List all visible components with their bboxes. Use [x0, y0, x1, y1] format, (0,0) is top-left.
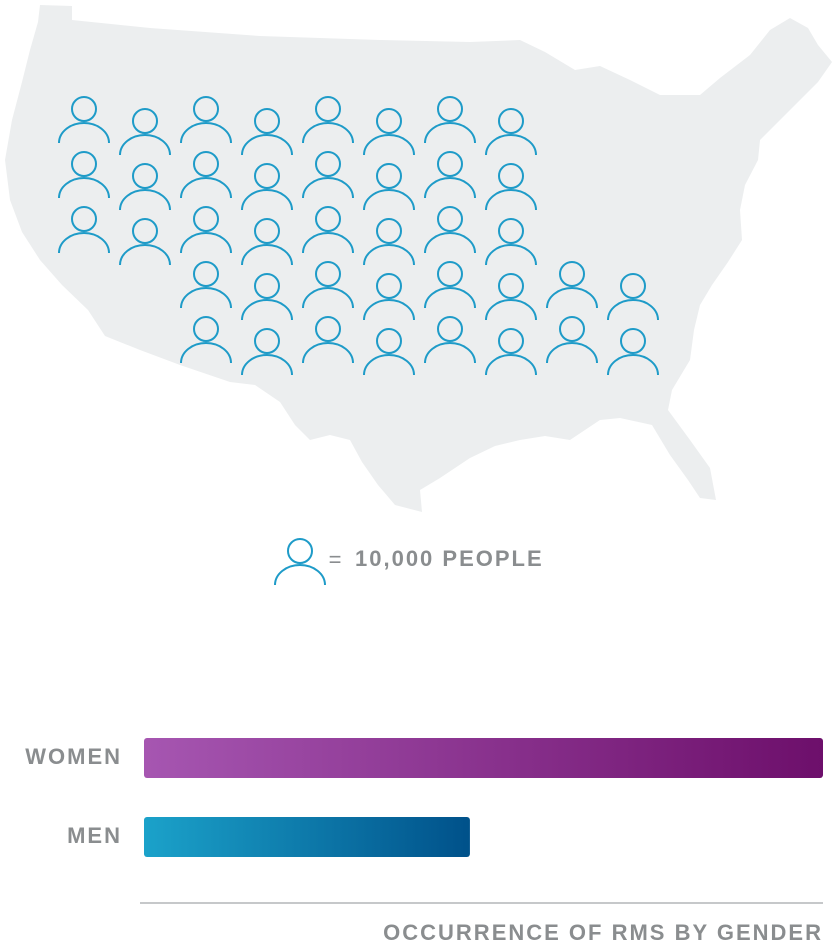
person-icon	[485, 328, 537, 376]
person-icon	[119, 163, 171, 211]
person-icon	[485, 163, 537, 211]
person-icon	[274, 538, 326, 586]
bar	[144, 817, 470, 857]
bar	[144, 738, 823, 778]
person-icon	[424, 151, 476, 199]
person-icon	[363, 273, 415, 321]
person-icon	[302, 206, 354, 254]
person-icon	[363, 218, 415, 266]
person-icon	[424, 96, 476, 144]
person-icon	[424, 261, 476, 309]
person-icon	[302, 96, 354, 144]
person-icon	[363, 108, 415, 156]
person-icon	[119, 108, 171, 156]
person-icon	[546, 316, 598, 364]
person-icon	[58, 151, 110, 199]
person-icon	[180, 96, 232, 144]
legend-label: 10,000 PEOPLE	[355, 546, 544, 571]
person-icon	[607, 328, 659, 376]
person-icon	[424, 206, 476, 254]
category-label: WOMEN	[25, 744, 122, 769]
person-icon	[485, 218, 537, 266]
person-icon	[119, 218, 171, 266]
person-icon	[241, 108, 293, 156]
person-icon	[302, 261, 354, 309]
person-icon	[607, 273, 659, 321]
us-map	[5, 5, 832, 512]
person-icon	[363, 163, 415, 211]
person-icon	[363, 328, 415, 376]
equals-sign: =	[329, 547, 344, 572]
person-icon	[485, 273, 537, 321]
category-label: MEN	[67, 823, 122, 848]
person-icon	[485, 108, 537, 156]
person-icon	[180, 261, 232, 309]
person-icon	[424, 316, 476, 364]
person-icon	[180, 206, 232, 254]
person-icon	[546, 261, 598, 309]
person-icon	[302, 316, 354, 364]
person-icon	[58, 96, 110, 144]
person-icon	[180, 316, 232, 364]
person-icon	[302, 151, 354, 199]
person-icon	[241, 218, 293, 266]
person-icon	[241, 273, 293, 321]
person-icon	[241, 328, 293, 376]
person-icon	[58, 206, 110, 254]
person-icon	[180, 151, 232, 199]
person-icon	[241, 163, 293, 211]
axis-title: OCCURRENCE OF RMS BY GENDER	[383, 920, 823, 943]
